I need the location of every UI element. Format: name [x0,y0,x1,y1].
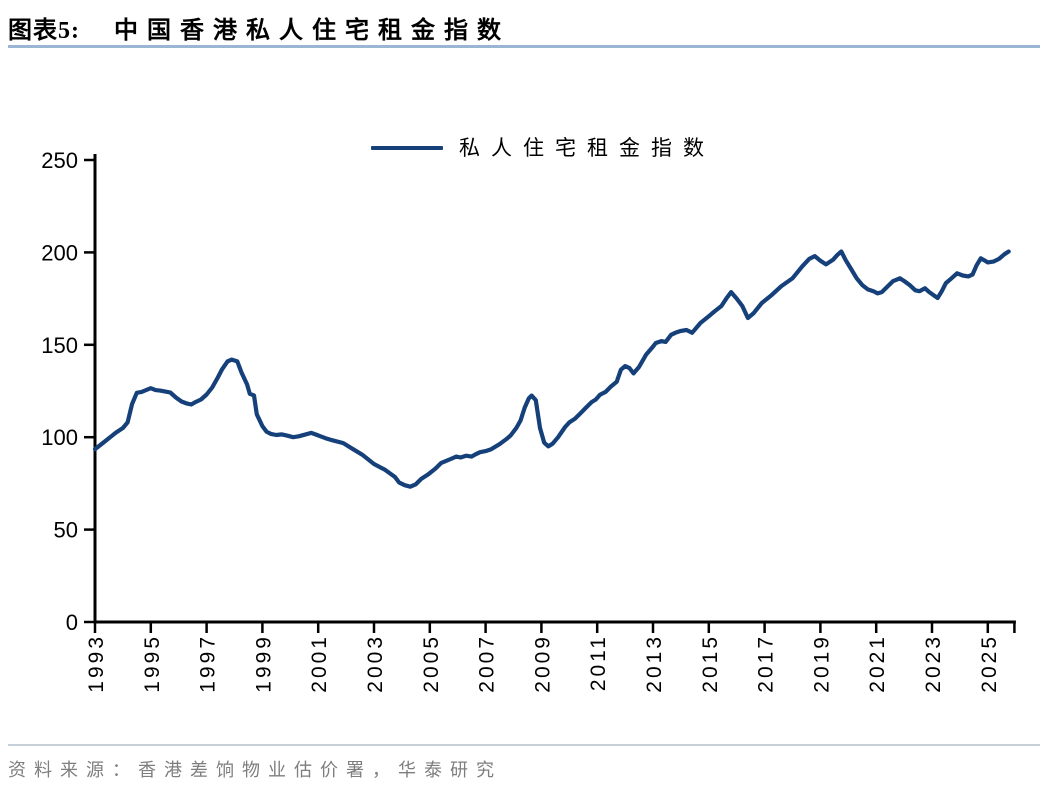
y-tick-label: 0 [66,610,78,635]
y-tick-label: 150 [41,333,78,358]
y-tick-label: 200 [41,240,78,265]
figure-header: 图表5: 中国香港私人住宅租金指数 [8,10,510,45]
y-axis: 0 50 100 150 200 250 [41,148,97,635]
x-tick-label: 1997 [197,634,220,693]
x-tick-label: 2009 [531,634,554,693]
y-tick-label: 250 [41,148,78,173]
title-underline [8,45,1040,48]
chart-legend: 私人住宅租金指数 [371,136,715,160]
x-tick-label: 2017 [755,634,778,693]
source-divider [8,744,1040,746]
source-note: 资料来源：香港差饷物业估价署，华泰研究 [8,760,502,780]
x-tick-label: 1995 [141,634,164,693]
x-tick-label: 2025 [978,634,1001,693]
x-tick-label: 2011 [587,634,610,691]
x-tick-label: 2001 [308,634,331,693]
x-tick-label: 2023 [922,634,945,693]
x-tick-label: 1999 [252,634,275,693]
x-tick-label: 2021 [866,634,889,693]
y-tick-label: 100 [41,425,78,450]
x-tick-label: 1993 [85,634,108,693]
x-tick-label: 2015 [699,634,722,693]
x-tick-label: 2013 [643,634,666,693]
legend-line-swatch [371,146,443,150]
legend-label: 私人住宅租金指数 [459,136,715,160]
x-tick-label: 2007 [476,634,499,693]
x-tick-label: 2003 [364,634,387,693]
y-tick-label: 50 [54,518,78,543]
page-title: 中国香港私人住宅租金指数 [114,18,510,44]
figure-number: 图表5: [8,18,80,44]
x-axis: 1993 1995 1997 1999 2001 2003 2005 2007 2009 2011… [85,620,1016,693]
x-tick-label: 2005 [420,634,443,693]
series-line [92,249,1011,489]
x-tick-label: 2019 [810,634,833,693]
